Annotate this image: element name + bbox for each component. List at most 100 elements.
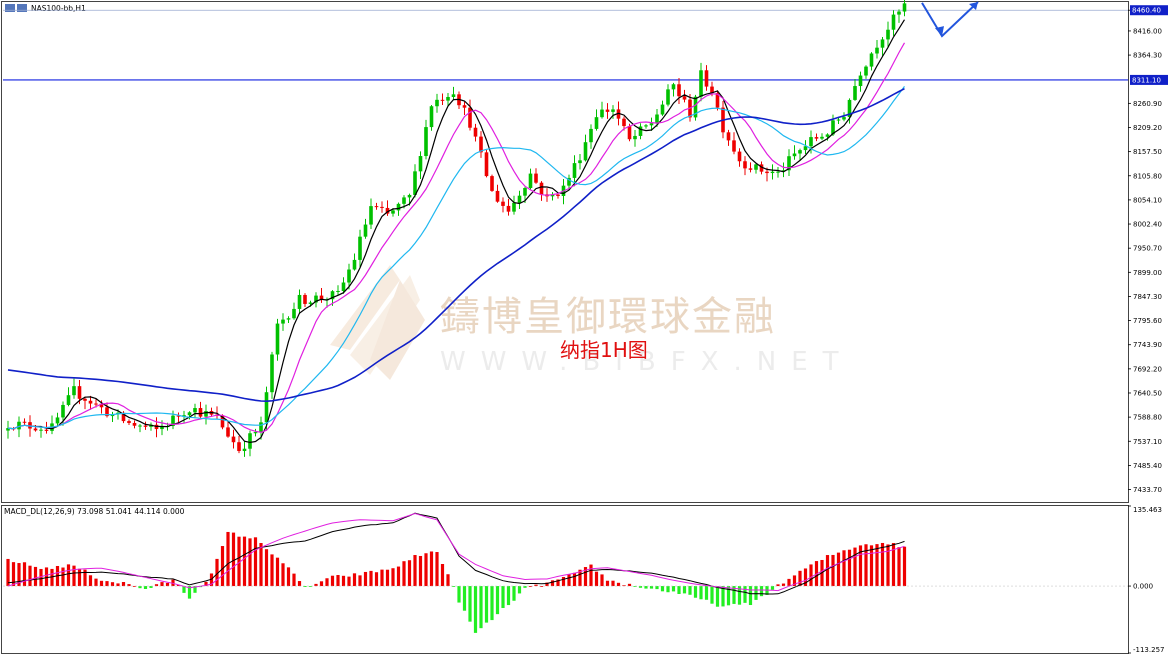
candle-body [72, 386, 76, 396]
candle [303, 293, 307, 308]
candle [363, 218, 368, 239]
macd-bar [176, 584, 181, 587]
macd-bar [264, 549, 269, 587]
candle [534, 168, 538, 184]
macd-bar [374, 572, 379, 587]
candle-body [429, 106, 434, 128]
macd-bar [748, 586, 753, 606]
candle-body [451, 94, 456, 97]
candle [50, 415, 54, 435]
candle [22, 418, 27, 425]
macd-bar [259, 543, 263, 587]
candle [468, 99, 472, 131]
candle-body [638, 126, 643, 136]
candle-body [281, 319, 285, 324]
candle [204, 404, 208, 425]
macd-bar [704, 586, 709, 600]
macd-bar [798, 570, 802, 587]
candle-body [28, 422, 32, 429]
candle-body [473, 127, 478, 137]
macd-bar [116, 583, 120, 587]
candle [231, 429, 236, 449]
candle-body [319, 295, 324, 300]
macd-bar [660, 586, 665, 592]
macd-bar [644, 586, 648, 589]
candle [737, 148, 742, 167]
candle-body [270, 354, 274, 393]
candle-body [303, 294, 307, 304]
candle [814, 133, 819, 142]
candle [495, 184, 500, 203]
candle-body [781, 170, 786, 172]
macd-bar [902, 546, 907, 587]
hline-price-tag: 8311.10 [1130, 74, 1168, 85]
candle [347, 263, 351, 290]
macd-histogram [6, 531, 907, 633]
candle [754, 163, 758, 174]
candle [132, 420, 137, 429]
macd-bar [666, 586, 670, 593]
macd-bar [138, 586, 142, 589]
candle-body [226, 427, 230, 437]
macd-bar [732, 586, 736, 604]
projection-arrow [921, 1, 979, 38]
candle-body [864, 66, 868, 76]
candle-body [732, 140, 736, 152]
candle-body [814, 137, 819, 139]
candle [88, 395, 93, 410]
macd-bar [226, 531, 230, 587]
candle-body [33, 428, 38, 431]
candle [704, 65, 709, 91]
candle-body [704, 70, 709, 87]
candle-body [374, 206, 379, 208]
candle-body [347, 269, 351, 283]
candle-body [534, 173, 538, 183]
macd-bar [413, 555, 417, 587]
candle-body [187, 412, 192, 416]
macd-bar [627, 583, 632, 587]
projection-arrow-line[interactable] [921, 1, 979, 38]
candle [176, 412, 181, 423]
candle-body [380, 206, 384, 208]
candle [605, 103, 610, 119]
candle [292, 302, 296, 320]
candle [517, 190, 522, 209]
macd-bar [17, 563, 21, 587]
candle [396, 202, 401, 216]
candle-body [314, 295, 318, 303]
candle [446, 92, 450, 107]
macd-bar [528, 586, 533, 587]
candle-body [407, 194, 412, 198]
candle-body [583, 142, 588, 161]
macd-bar [99, 580, 104, 587]
macd-bar [231, 532, 236, 587]
candle-body [336, 290, 340, 292]
macd-pane-frame [1, 505, 1129, 654]
candle [748, 162, 753, 173]
candle-body [880, 39, 885, 48]
candle [413, 164, 417, 198]
candle-body [462, 105, 467, 108]
macd-bar [66, 564, 71, 587]
candle [578, 153, 582, 170]
macd-bar [715, 586, 720, 607]
price-tick-label: 8157.50 [1133, 148, 1162, 156]
candle-body [176, 415, 181, 417]
macd-bar [583, 567, 588, 587]
macd-bar [869, 545, 874, 587]
watermark-logo [330, 265, 425, 380]
macd-bar [754, 586, 758, 600]
macd-bar [484, 586, 489, 623]
candle-body [418, 156, 423, 172]
candle-body [160, 426, 164, 430]
macd-bar [22, 562, 27, 587]
candle [743, 156, 747, 176]
macd-bar [446, 574, 450, 587]
macd-bar [292, 573, 296, 587]
candle [853, 78, 857, 101]
candle-body [330, 291, 335, 300]
candle-body [369, 206, 373, 225]
macd-bar [380, 569, 384, 587]
